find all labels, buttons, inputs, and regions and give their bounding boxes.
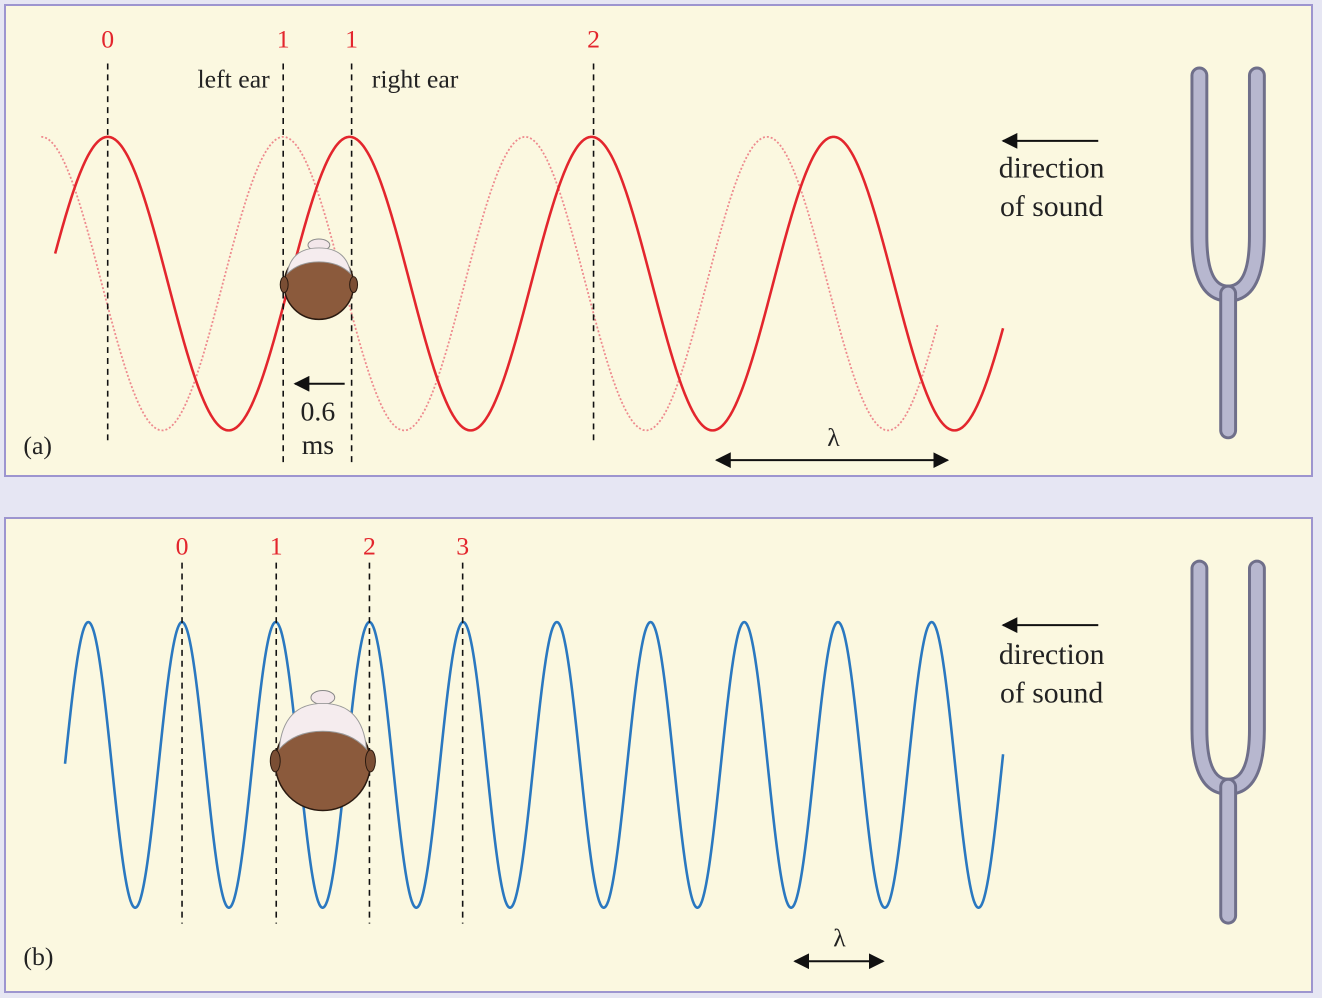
wavelength-symbol-b: λ [833, 923, 846, 952]
marker-label-b-2: 2 [363, 532, 376, 561]
panel-b: 0 1 2 3 λ direction of sound (b) [4, 517, 1313, 993]
right-ear-label: right ear [372, 64, 459, 93]
delay-unit: ms [302, 430, 334, 461]
panel-a-svg: 0 1 1 2 left ear right ear 0.6 ms λ dire… [23, 25, 1266, 469]
marker-lines-b [181, 562, 464, 924]
direction-label-line2-b: of sound [1000, 676, 1103, 709]
head-a [279, 238, 359, 321]
marker-label-2: 2 [587, 25, 600, 54]
delay-value: 0.6 [301, 396, 336, 427]
head-b [269, 690, 376, 812]
panel-a-label: (a) [23, 431, 52, 460]
faint-wave-a [41, 135, 939, 432]
marker-label-1-right: 1 [345, 25, 358, 54]
wavelength-symbol-a: λ [827, 423, 840, 452]
left-ear-label: left ear [198, 64, 271, 93]
marker-label-0: 0 [101, 25, 114, 54]
marker-label-b-1: 1 [270, 532, 283, 561]
direction-label-line1-b: direction [999, 638, 1105, 671]
panel-b-label: (b) [23, 942, 53, 971]
marker-label-1-left: 1 [277, 25, 290, 54]
marker-label-b-0: 0 [176, 532, 189, 561]
marker-lines-a [106, 63, 595, 466]
tuning-fork-icon [1190, 66, 1266, 440]
panel-b-svg: 0 1 2 3 λ direction of sound (b) [23, 532, 1266, 971]
direction-label-line2-a: of sound [1000, 190, 1103, 223]
main-wave-b [63, 620, 1005, 909]
panel-a: 0 1 1 2 left ear right ear 0.6 ms λ dire… [4, 4, 1313, 477]
direction-label-line1-a: direction [999, 152, 1105, 185]
marker-label-b-3: 3 [456, 532, 469, 561]
main-wave-a [53, 135, 1005, 432]
tuning-fork-icon [1190, 559, 1266, 925]
